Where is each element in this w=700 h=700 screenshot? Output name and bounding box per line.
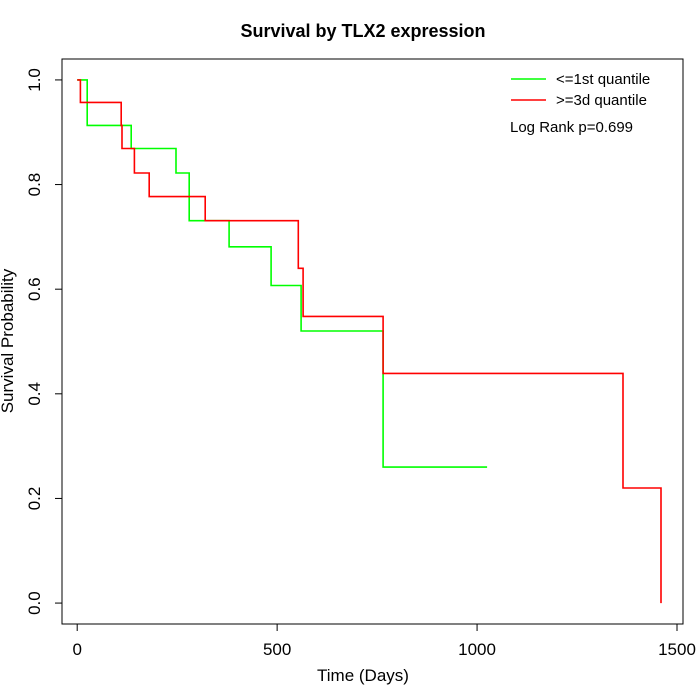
x-axis: 0 500 1000 1500 (72, 623, 696, 659)
survival-curve (77, 79, 488, 468)
x-axis-label: Time (Days) (317, 666, 409, 685)
chart-title: Survival by TLX2 expression (240, 21, 485, 41)
y-tick-label: 1.0 (25, 68, 44, 92)
plot-frame (61, 58, 684, 625)
x-tick-label: 1500 (658, 640, 696, 659)
y-axis-label: Survival Probability (0, 268, 17, 413)
x-tick-label: 500 (263, 640, 291, 659)
y-axis: 0.0 0.2 0.4 0.6 0.8 1.0 (25, 68, 63, 615)
y-tick-label: 0.8 (25, 173, 44, 197)
legend-label: <=1st quantile (556, 71, 650, 88)
x-tick-label: 0 (72, 640, 81, 659)
series-layer (77, 79, 662, 604)
y-tick-label: 0.6 (25, 277, 44, 301)
y-tick-label: 0.0 (25, 591, 44, 615)
y-tick-label: 0.4 (25, 382, 44, 406)
log-rank-annotation: Log Rank p=0.699 (510, 119, 633, 136)
legend: <=1st quantile >=3d quantile (511, 71, 650, 109)
x-tick-label: 1000 (458, 640, 496, 659)
legend-label: >=3d quantile (556, 92, 647, 109)
survival-curve (77, 79, 662, 604)
y-tick-label: 0.2 (25, 487, 44, 511)
